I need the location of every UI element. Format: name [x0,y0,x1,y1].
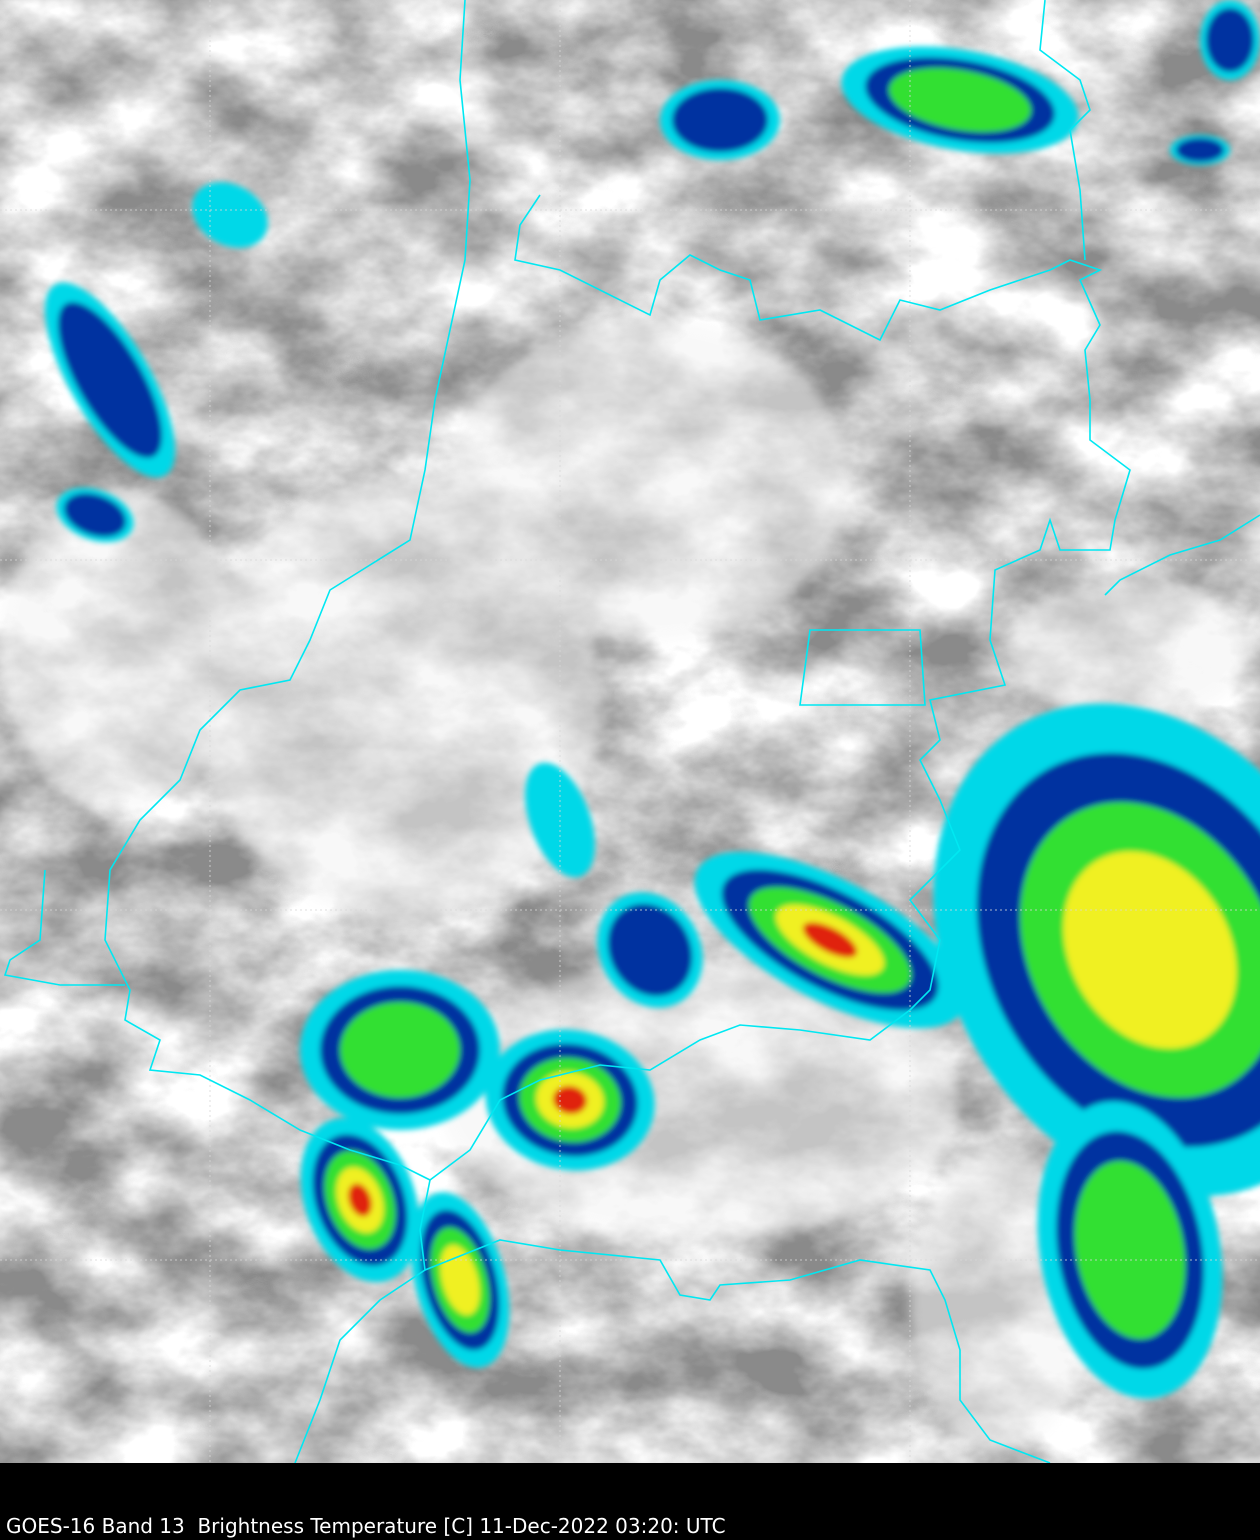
cold-cloud-top-blue [1176,138,1224,162]
cold-cloud-tops [45,0,1260,1399]
cold-cloud-top-red [553,1085,587,1115]
cold-cloud-top-yellow [440,1244,480,1316]
cold-cloud-top-red [348,1183,372,1217]
cold-cloud-top-cyan [192,182,268,248]
cold-cloud-top-green [888,67,1032,133]
satellite-image [0,0,1260,1463]
cold-cloud-top-green [1074,1160,1186,1340]
cold-cloud-top-yellow [1063,851,1237,1049]
cold-cloud-top-blue [607,903,693,997]
cold-cloud-top-blue [64,493,126,537]
political-borders [3,0,1260,1463]
cold-cloud-top-blue [58,302,162,458]
cold-cloud-top-blue [672,88,768,152]
image-caption: GOES-16 Band 13 Brightness Temperature [… [6,1514,726,1538]
cold-cloud-top-green [340,1002,460,1098]
cold-cloud-top-blue [1206,8,1254,72]
cold-cloud-top-red [802,922,858,958]
lat-lon-grid [0,0,1260,1463]
